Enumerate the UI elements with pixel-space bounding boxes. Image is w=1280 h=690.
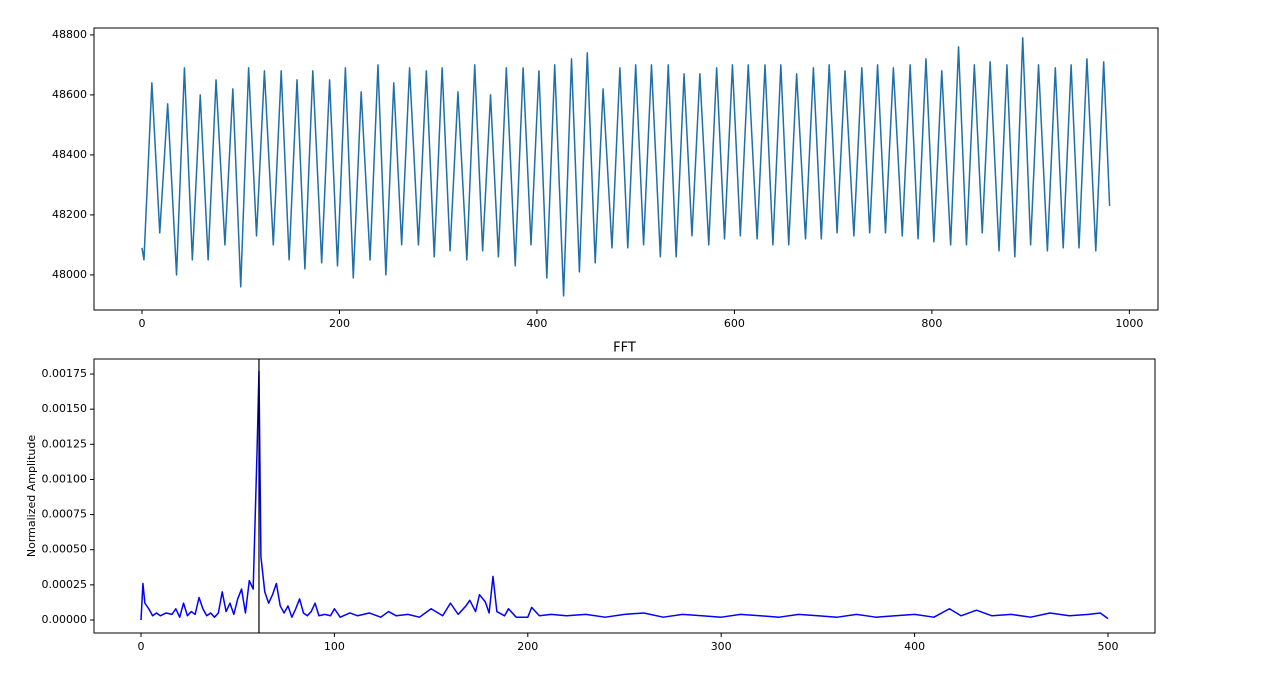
x-tick-label: 1000: [1115, 317, 1143, 330]
x-tick-label: 200: [517, 640, 538, 653]
y-tick-label: 48600: [52, 88, 87, 101]
y-tick-label: 0.00000: [42, 613, 88, 626]
data-line: [140, 370, 1109, 621]
x-tick-label: 100: [324, 640, 345, 653]
plot-frame: [93, 27, 1159, 311]
y-tick-label: 0.00050: [42, 543, 88, 556]
y-tick-label: 48000: [52, 268, 87, 281]
x-tick-label: 300: [711, 640, 732, 653]
plot-frame: [93, 358, 1156, 634]
y-tick-label: 0.00150: [42, 402, 88, 415]
x-tick-label: 600: [724, 317, 745, 330]
x-tick-label: 0: [137, 640, 144, 653]
y-tick-label: 48200: [52, 208, 87, 221]
x-tick-label: 400: [526, 317, 547, 330]
x-tick-label: 400: [904, 640, 925, 653]
y-tick-label: 0.00025: [42, 578, 88, 591]
y-axis-label: Normalized Amplitude: [25, 435, 38, 557]
y-tick-label: 0.00075: [42, 508, 88, 521]
y-tick-label: 0.00100: [42, 472, 88, 485]
x-tick-label: 500: [1098, 640, 1119, 653]
x-tick-label: 800: [921, 317, 942, 330]
chart-title: FFT: [613, 341, 636, 356]
y-tick-label: 0.00125: [42, 437, 88, 450]
x-tick-label: 0: [138, 317, 145, 330]
data-line: [141, 37, 1111, 297]
x-tick-label: 200: [329, 317, 350, 330]
y-tick-label: 48800: [52, 28, 87, 41]
y-tick-label: 48400: [52, 148, 87, 161]
y-tick-label: 0.00175: [42, 367, 88, 380]
